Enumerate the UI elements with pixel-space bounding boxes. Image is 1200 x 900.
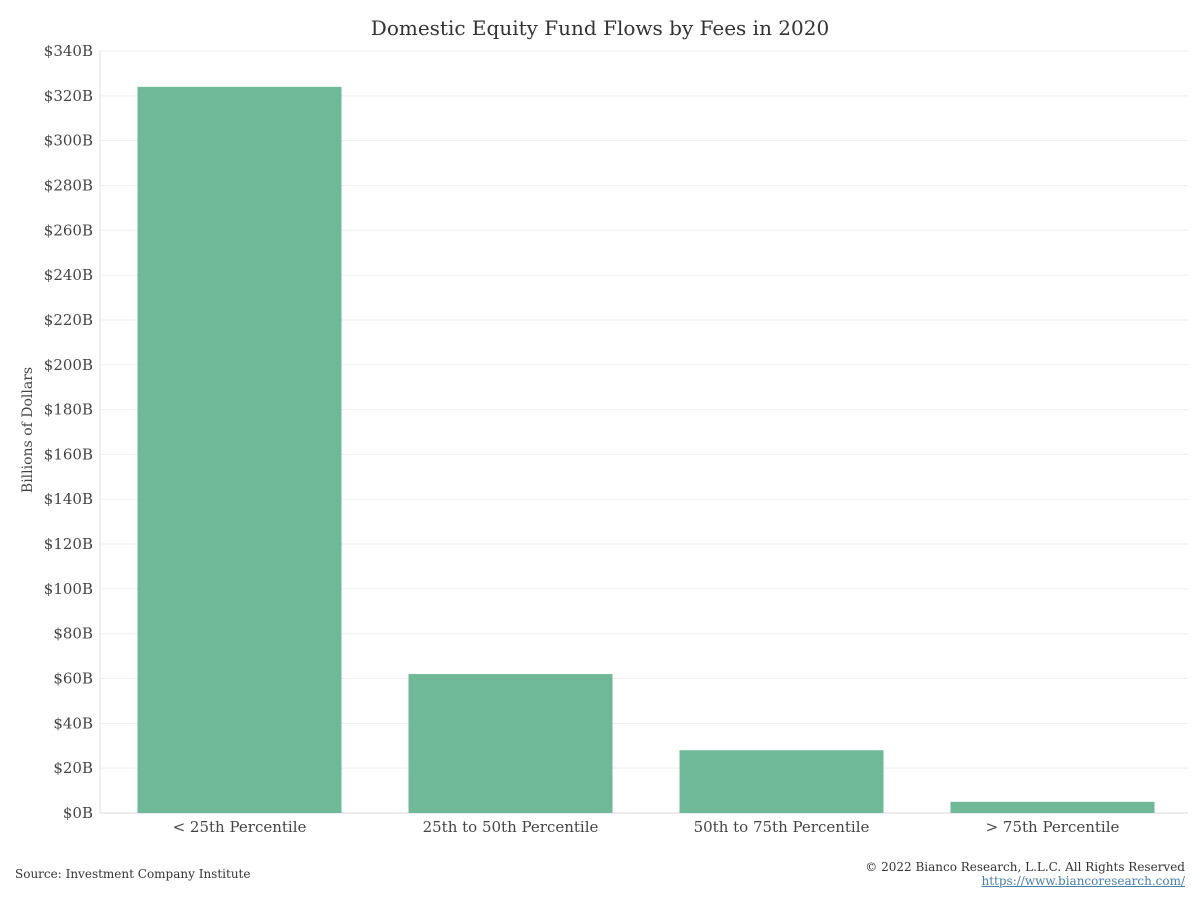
y-tick-label: $20B xyxy=(53,759,93,777)
x-tick-label: > 75th Percentile xyxy=(986,818,1120,836)
y-tick-label: $340B xyxy=(44,42,93,60)
bar xyxy=(137,86,342,813)
footer-right: © 2022 Bianco Research, L.L.C. All Right… xyxy=(865,860,1185,888)
bar xyxy=(950,801,1155,813)
y-tick-label: $140B xyxy=(44,490,93,508)
chart-title: Domestic Equity Fund Flows by Fees in 20… xyxy=(370,16,830,40)
y-tick-label: $200B xyxy=(44,356,93,374)
bars xyxy=(137,86,1155,813)
y-tick-label: $160B xyxy=(44,445,93,463)
y-tick-label: $320B xyxy=(44,87,93,105)
y-axis-ticks: $0B $20B $40B $60B $80B $100B $120B $140B $160B $… xyxy=(44,42,93,822)
y-tick-label: $240B xyxy=(44,266,93,284)
x-tick-label: 25th to 50th Percentile xyxy=(423,818,599,836)
y-tick-label: $100B xyxy=(44,580,93,598)
website-link[interactable]: https://www.biancoresearch.com/ xyxy=(981,874,1185,888)
x-tick-label: < 25th Percentile xyxy=(173,818,307,836)
y-tick-label: $40B xyxy=(53,714,93,732)
bar xyxy=(679,750,884,813)
y-tick-label: $0B xyxy=(63,804,93,822)
y-tick-label: $180B xyxy=(44,401,93,419)
source-note: Source: Investment Company Institute xyxy=(15,867,251,881)
y-tick-label: $280B xyxy=(44,176,93,194)
x-axis-ticks: < 25th Percentile 25th to 50th Percentile… xyxy=(173,818,1120,836)
y-tick-label: $220B xyxy=(44,311,93,329)
y-tick-label: $120B xyxy=(44,535,93,553)
y-tick-label: $260B xyxy=(44,221,93,239)
y-tick-label: $60B xyxy=(53,670,93,688)
bar xyxy=(408,674,613,813)
y-tick-label: $300B xyxy=(44,132,93,150)
bar-chart: $0B $20B $40B $60B $80B $100B $120B $140B $160B $… xyxy=(44,42,1188,836)
copyright-text: © 2022 Bianco Research, L.L.C. All Right… xyxy=(865,860,1185,874)
x-tick-label: 50th to 75th Percentile xyxy=(694,818,870,836)
y-tick-label: $80B xyxy=(53,625,93,643)
